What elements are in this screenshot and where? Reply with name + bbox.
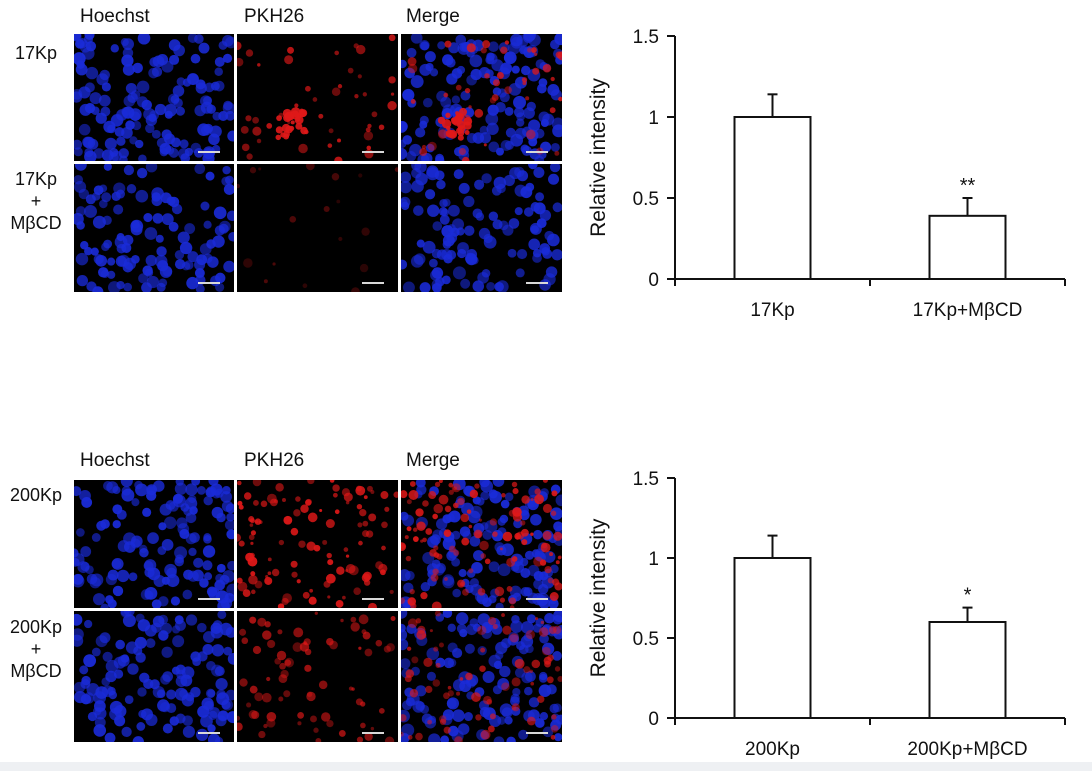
bar-chart-200kp: 0 0.5 1 1.5 Relative intensity 200Kp * 200Kp+Mβ… bbox=[587, 469, 1066, 760]
row-label-200kp: 200Kp bbox=[0, 484, 72, 506]
scale-bar bbox=[362, 151, 384, 153]
page-bottom-strip bbox=[0, 762, 1092, 771]
scale-bar bbox=[526, 732, 548, 734]
column-label-hoechst: Hoechst bbox=[80, 6, 150, 27]
column-label-hoechst: Hoechst bbox=[80, 450, 150, 471]
micrograph-hoechst-200kp bbox=[74, 480, 234, 608]
micrograph-hoechst-200kp-mbcd bbox=[74, 611, 234, 742]
micrograph-pkh26-17kp-mbcd bbox=[237, 164, 398, 292]
y-tick-label: 1 bbox=[648, 549, 659, 570]
row-label-line: + bbox=[30, 191, 42, 211]
micrograph-pkh26-200kp-mbcd bbox=[237, 611, 398, 742]
y-tick-label: 1.5 bbox=[633, 27, 659, 48]
scale-bar bbox=[526, 282, 548, 284]
y-axis-label: Relative intensity bbox=[587, 518, 610, 677]
scale-bar bbox=[362, 732, 384, 734]
row-label-line: MβCD bbox=[10, 213, 62, 233]
row-label-line: 17Kp bbox=[14, 43, 58, 63]
scale-bar bbox=[362, 282, 384, 284]
micrograph-hoechst-17kp-mbcd bbox=[74, 164, 234, 292]
micrograph-hoechst-17kp bbox=[74, 34, 234, 161]
micrograph-merge-200kp bbox=[401, 480, 562, 608]
y-tick-label: 0 bbox=[648, 709, 659, 730]
bar-chart-17kp: 0 0.5 1 1.5 Relative intensity 17Kp ** 17Kp+MβC… bbox=[587, 27, 1066, 321]
micrograph-merge-17kp-mbcd bbox=[401, 164, 562, 292]
column-label-merge: Merge bbox=[406, 450, 460, 471]
scale-bar bbox=[198, 732, 220, 734]
row-label-17kp-mbcd: 17Kp + MβCD bbox=[0, 168, 72, 234]
y-tick-label: 0.5 bbox=[633, 629, 659, 650]
bar bbox=[733, 557, 812, 719]
x-tick-label: 17Kp+MβCD bbox=[913, 300, 1023, 321]
scale-bar bbox=[198, 282, 220, 284]
figure-panel-top: Hoechst PKH26 Merge 17Kp 17Kp + MβCD 0 0.… bbox=[0, 0, 1092, 321]
row-label-line: 200Kp bbox=[9, 617, 63, 637]
y-axis-label: Relative intensity bbox=[587, 78, 610, 237]
scale-bar bbox=[526, 598, 548, 600]
scale-bar bbox=[198, 598, 220, 600]
row-label-line: MβCD bbox=[10, 661, 62, 681]
micrograph-merge-200kp-mbcd bbox=[401, 611, 562, 742]
column-label-pkh26: PKH26 bbox=[244, 6, 305, 27]
significance-marker: ** bbox=[960, 175, 976, 197]
micrograph-merge-17kp bbox=[401, 34, 562, 161]
column-label-merge: Merge bbox=[406, 6, 460, 27]
x-tick-label: 200Kp+MβCD bbox=[907, 739, 1027, 760]
row-label-200kp-mbcd: 200Kp + MβCD bbox=[0, 616, 72, 682]
x-tick-label: 200Kp bbox=[745, 739, 800, 760]
scale-bar bbox=[526, 151, 548, 153]
column-label-pkh26: PKH26 bbox=[244, 450, 305, 471]
row-label-17kp: 17Kp bbox=[0, 42, 72, 64]
y-tick-label: 0 bbox=[648, 270, 659, 291]
row-label-line: 200Kp bbox=[9, 485, 63, 505]
micrograph-pkh26-200kp bbox=[237, 480, 398, 608]
y-tick-label: 1 bbox=[648, 108, 659, 129]
bar bbox=[733, 116, 812, 280]
bar bbox=[928, 621, 1007, 719]
figure-panel-bottom: Hoechst PKH26 Merge 200Kp 200Kp + MβCD 0… bbox=[0, 440, 1092, 765]
y-tick-label: 1.5 bbox=[633, 469, 659, 490]
row-label-line: + bbox=[30, 639, 42, 659]
scale-bar bbox=[362, 598, 384, 600]
y-tick-label: 0.5 bbox=[633, 189, 659, 210]
micrograph-pkh26-17kp bbox=[237, 34, 398, 161]
row-label-line: 17Kp bbox=[14, 169, 58, 189]
bar bbox=[928, 214, 1007, 281]
significance-marker: * bbox=[964, 585, 972, 607]
scale-bar bbox=[198, 151, 220, 153]
x-tick-label: 17Kp bbox=[750, 300, 794, 321]
